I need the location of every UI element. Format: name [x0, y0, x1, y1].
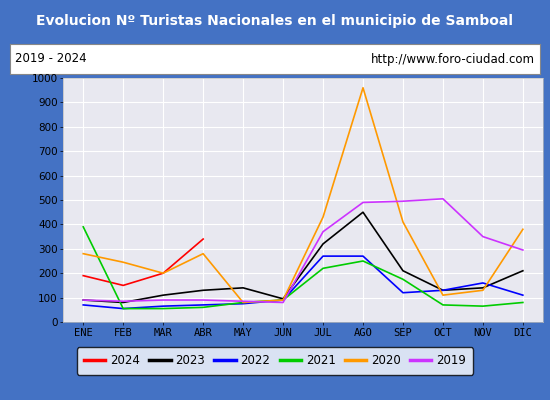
- 2020: [240, 300, 246, 305]
- Line: 2023: 2023: [83, 212, 523, 302]
- 2020: [520, 227, 526, 232]
- Legend: 2024, 2023, 2022, 2021, 2020, 2019: 2024, 2023, 2022, 2021, 2020, 2019: [77, 348, 473, 374]
- 2020: [360, 85, 366, 90]
- Line: 2022: 2022: [83, 256, 523, 308]
- 2020: [200, 251, 206, 256]
- 2023: [400, 268, 406, 273]
- 2019: [240, 299, 246, 304]
- 2022: [80, 302, 86, 307]
- 2020: [439, 293, 446, 298]
- 2020: [320, 215, 326, 220]
- 2019: [120, 299, 127, 304]
- 2019: [160, 298, 167, 302]
- 2023: [360, 210, 366, 214]
- 2023: [280, 296, 287, 301]
- 2022: [360, 254, 366, 258]
- Line: 2021: 2021: [83, 227, 523, 308]
- 2023: [240, 286, 246, 290]
- 2021: [80, 224, 86, 229]
- 2023: [160, 293, 167, 298]
- 2019: [280, 300, 287, 305]
- 2021: [360, 258, 366, 263]
- 2019: [400, 199, 406, 204]
- 2019: [320, 229, 326, 234]
- 2021: [200, 305, 206, 310]
- 2024: [160, 271, 167, 276]
- 2024: [80, 273, 86, 278]
- 2020: [80, 251, 86, 256]
- 2022: [160, 304, 167, 308]
- 2022: [400, 290, 406, 295]
- 2019: [439, 196, 446, 201]
- 2023: [200, 288, 206, 293]
- Text: 2019 - 2024: 2019 - 2024: [15, 52, 87, 66]
- Line: 2019: 2019: [83, 199, 523, 302]
- 2023: [439, 288, 446, 293]
- 2022: [520, 293, 526, 298]
- 2020: [160, 271, 167, 276]
- 2020: [120, 260, 127, 265]
- 2019: [520, 248, 526, 252]
- 2020: [480, 288, 486, 293]
- 2023: [80, 298, 86, 302]
- 2019: [80, 298, 86, 302]
- 2021: [439, 302, 446, 307]
- 2023: [120, 300, 127, 305]
- 2022: [439, 288, 446, 293]
- 2023: [520, 268, 526, 273]
- 2024: [200, 237, 206, 242]
- 2021: [320, 266, 326, 271]
- 2020: [280, 298, 287, 302]
- 2022: [280, 298, 287, 302]
- Text: Evolucion Nº Turistas Nacionales en el municipio de Samboal: Evolucion Nº Turistas Nacionales en el m…: [36, 14, 514, 28]
- Line: 2020: 2020: [83, 88, 523, 302]
- 2021: [280, 298, 287, 302]
- 2021: [400, 277, 406, 282]
- 2021: [480, 304, 486, 308]
- 2021: [160, 306, 167, 311]
- Line: 2024: 2024: [83, 239, 203, 286]
- 2024: [120, 283, 127, 288]
- 2022: [200, 302, 206, 307]
- 2023: [480, 286, 486, 290]
- 2021: [120, 306, 127, 311]
- 2022: [120, 306, 127, 311]
- 2019: [360, 200, 366, 205]
- 2021: [240, 300, 246, 305]
- 2023: [320, 242, 326, 246]
- 2022: [240, 301, 246, 306]
- 2022: [480, 280, 486, 285]
- 2021: [520, 300, 526, 305]
- 2022: [320, 254, 326, 258]
- 2019: [480, 234, 486, 239]
- 2019: [200, 298, 206, 302]
- 2020: [400, 220, 406, 224]
- Text: http://www.foro-ciudad.com: http://www.foro-ciudad.com: [371, 52, 535, 66]
